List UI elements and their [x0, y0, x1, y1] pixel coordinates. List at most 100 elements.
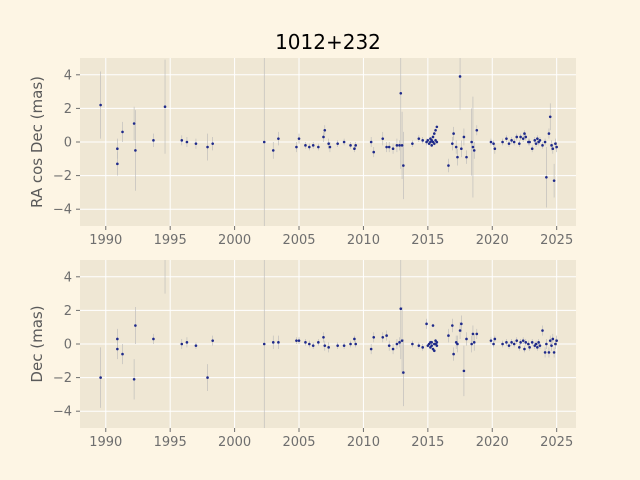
data-point — [432, 349, 436, 353]
data-point — [524, 341, 528, 344]
data-point — [262, 342, 266, 346]
data-point — [426, 139, 430, 142]
data-point — [550, 144, 553, 147]
data-point — [99, 376, 102, 379]
data-point — [354, 144, 357, 147]
data-point — [489, 339, 493, 342]
data-point — [528, 346, 531, 349]
data-point — [271, 149, 275, 152]
data-point — [555, 339, 558, 342]
data-point — [185, 341, 189, 344]
data-point — [451, 142, 454, 145]
data-point — [395, 342, 399, 346]
data-point — [534, 342, 538, 346]
data-point — [552, 351, 556, 354]
data-point — [295, 339, 298, 342]
data-point — [530, 341, 534, 344]
x-tick-label: 1995 — [154, 435, 187, 450]
y-tick-label: 2 — [64, 102, 72, 117]
data-point — [134, 324, 137, 327]
data-point — [311, 344, 315, 347]
data-point — [548, 339, 552, 342]
x-tick-label: 2000 — [218, 435, 251, 450]
data-point — [492, 342, 495, 346]
data-point — [530, 147, 534, 151]
data-layer — [99, 260, 558, 428]
data-point — [435, 341, 439, 344]
data-point — [515, 135, 519, 139]
data-point — [523, 132, 526, 135]
data-point — [180, 342, 184, 346]
data-point — [353, 337, 356, 341]
data-point — [555, 145, 558, 149]
data-point — [372, 335, 376, 339]
data-point — [295, 145, 298, 149]
x-tick-label: 1995 — [154, 233, 187, 248]
data-point — [456, 155, 459, 159]
data-point — [435, 125, 439, 129]
data-point — [515, 339, 519, 342]
data-point — [519, 135, 522, 139]
data-point — [385, 145, 388, 149]
data-point — [430, 344, 434, 347]
data-point — [518, 346, 521, 349]
data-point — [541, 144, 544, 147]
data-point — [121, 130, 124, 134]
data-point — [304, 341, 307, 344]
data-point — [493, 337, 497, 341]
data-point — [322, 135, 325, 139]
y-tick-label: −4 — [53, 203, 72, 218]
data-point — [206, 145, 209, 149]
y-tick-label: 0 — [64, 136, 72, 151]
data-point — [431, 135, 435, 139]
data-point — [470, 342, 473, 346]
data-point — [501, 140, 504, 144]
data-point — [399, 307, 403, 311]
data-point — [510, 341, 513, 344]
data-point — [543, 140, 547, 144]
data-point — [194, 344, 198, 347]
data-point — [471, 145, 475, 149]
data-point — [518, 142, 521, 145]
data-point — [465, 337, 468, 341]
data-point — [304, 144, 307, 147]
data-point — [512, 140, 516, 144]
data-point — [452, 132, 455, 135]
data-point — [551, 147, 555, 151]
data-point — [185, 140, 189, 144]
data-point — [372, 150, 376, 154]
data-point — [547, 351, 551, 354]
data-point — [398, 341, 401, 344]
data-point — [353, 147, 356, 151]
data-point — [472, 149, 476, 152]
data-point — [470, 140, 473, 144]
data-point — [536, 137, 539, 140]
y-axis-label: RA cos Dec (mas) — [28, 76, 46, 208]
data-point — [501, 342, 504, 346]
data-point — [381, 335, 385, 339]
data-point — [327, 142, 330, 145]
data-point — [534, 142, 538, 145]
data-point — [411, 142, 414, 145]
data-point — [387, 145, 391, 149]
data-point — [527, 342, 530, 346]
data-point — [510, 139, 513, 142]
data-point — [194, 142, 198, 145]
data-point — [297, 137, 301, 140]
data-point — [554, 342, 557, 346]
data-point — [369, 140, 373, 144]
chart-title: 1012+232 — [275, 30, 381, 54]
data-point — [308, 145, 311, 149]
dec-panel: 1990 1995 2000 2005 2010 2015 2020 2025 −4 −2 0 2 4 D… — [28, 260, 576, 450]
data-point — [541, 329, 544, 332]
data-point — [451, 324, 454, 327]
data-point — [402, 371, 405, 374]
data-point — [492, 142, 495, 145]
data-point — [523, 347, 526, 351]
data-point — [317, 145, 320, 149]
data-point — [349, 144, 352, 147]
data-point — [211, 339, 214, 342]
y-tick-label: −4 — [53, 405, 72, 420]
y-tick-label: 4 — [64, 270, 72, 285]
